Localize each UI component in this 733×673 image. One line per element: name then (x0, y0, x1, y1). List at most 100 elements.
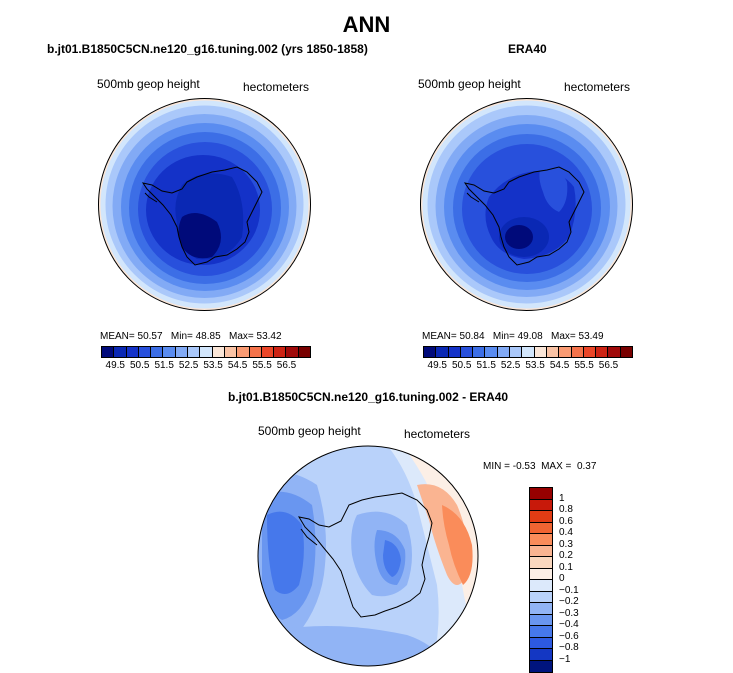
diff-polar-map (257, 445, 479, 667)
colorbar-swatch (485, 347, 498, 357)
antarctica-coastline (297, 492, 433, 618)
colorbar-tick-label: 55.5 (574, 360, 594, 371)
colorbar-tick-label: 53.5 (203, 360, 223, 371)
main-title: ANN (342, 12, 391, 37)
colorbar-swatch (620, 347, 633, 357)
diff-units-label: hectometers (404, 427, 471, 441)
colorbar-swatch (448, 347, 461, 357)
colorbar-tick-label: −0.4 (559, 619, 579, 630)
colorbar-tick-label: 50.5 (129, 360, 150, 371)
antarctica-coastline (141, 166, 263, 266)
colorbar-swatch (530, 649, 552, 661)
right-stats: MEAN= 50.84 Min= 49.08 Max= 53.49 (422, 331, 604, 342)
map-border (98, 98, 311, 311)
colorbar-swatch (583, 347, 597, 357)
colorbar-swatch (460, 347, 474, 357)
colorbar-swatch (274, 347, 287, 357)
right-field-label: 500mb geop height (418, 77, 521, 91)
colorbar-swatch (436, 347, 449, 357)
colorbar-swatch (237, 347, 250, 357)
diff-field-label: 500mb geop height (258, 424, 361, 438)
colorbar-swatch (596, 347, 609, 357)
antarctica-coastline (463, 166, 585, 266)
colorbar-tick-label: 0.1 (559, 561, 573, 573)
map-border (420, 98, 633, 311)
colorbar-swatch (530, 568, 552, 580)
colorbar-tick-label: −0.8 (559, 642, 579, 653)
colorbar-tick-label: 54.5 (227, 360, 248, 371)
colorbar-swatch (530, 603, 552, 615)
colorbar-swatch (530, 580, 552, 592)
colorbar-swatch (114, 347, 127, 357)
colorbar-swatch (530, 626, 552, 638)
colorbar-swatch (510, 347, 523, 357)
colorbar-tick-label: −1 (559, 653, 571, 665)
left-field-label: 500mb geop height (97, 77, 200, 91)
colorbar-swatch (188, 347, 201, 357)
colorbar-tick-label: 54.5 (549, 360, 570, 371)
contour-band (539, 166, 568, 212)
colorbar-swatch (212, 347, 225, 357)
contour-band (505, 225, 533, 249)
colorbar-swatch (473, 347, 486, 357)
colorbar-swatch (530, 499, 552, 511)
colorbar-swatch (534, 347, 547, 357)
colorbar-tick-label: 0 (559, 573, 565, 584)
colorbar-tick-label: 53.5 (525, 360, 545, 371)
colorbar-tick-label: 51.5 (154, 360, 174, 371)
colorbar-swatch (286, 347, 299, 357)
colorbar-swatch (571, 347, 584, 357)
colorbar-swatch (530, 488, 552, 500)
contour-band (267, 511, 304, 594)
colorbar-tick-label: −0.3 (559, 607, 579, 619)
colorbar-tick-label: 1 (559, 492, 565, 504)
colorbar-tick-label: 0.3 (559, 538, 573, 550)
peninsula-coastline (300, 528, 318, 546)
left-stats: MEAN= 50.57 Min= 48.85 Max= 53.42 (100, 331, 282, 342)
colorbar-swatch (530, 557, 552, 569)
colorbar-swatch (530, 534, 552, 546)
colorbar-swatch (530, 545, 552, 557)
colorbar-swatch (530, 591, 552, 603)
colorbar-tick-label: 52.5 (178, 360, 199, 371)
colorbar-tick-label: 51.5 (476, 360, 496, 371)
contour-band (383, 540, 401, 577)
diff-panel-title: b.jt01.B1850C5CN.ne120_g16.tuning.002 - … (228, 390, 509, 404)
contour-band (178, 213, 221, 259)
colorbar-tick-label: 0.8 (559, 504, 573, 515)
colorbar-swatch (151, 347, 164, 357)
diff-stats: MIN = -0.53 MAX = 0.37 (483, 461, 597, 472)
colorbar-swatch (522, 347, 535, 357)
left-units-label: hectometers (243, 80, 310, 94)
colorbar-tick-label: 52.5 (500, 360, 521, 371)
map-border (257, 445, 479, 667)
colorbar-tick-label: −0.6 (559, 630, 579, 642)
colorbar-swatch (559, 347, 572, 357)
colorbar-swatch (424, 347, 437, 357)
colorbar-swatch (530, 614, 552, 626)
colorbar-tick-label: 50.5 (451, 360, 472, 371)
colorbar-tick-label: 56.5 (598, 360, 619, 371)
colorbar-swatch (546, 347, 560, 357)
colorbar-swatch (224, 347, 238, 357)
colorbar-tick-label: 0.4 (559, 527, 573, 538)
left-panel-title: b.jt01.B1850C5CN.ne120_g16.tuning.002 (y… (47, 42, 368, 56)
diff-colorbar-ticks: 1 0.8 0.6 0.4 0.3 0.2 0.1 0 −0.1 −0.2 −0.3 −0.4 −0.6… (559, 487, 599, 667)
colorbar-tick-label: 49.5 (105, 360, 125, 371)
colorbar-tick-label: −0.1 (559, 584, 579, 596)
colorbar-swatch (497, 347, 511, 357)
colorbar-swatch (530, 522, 552, 534)
peninsula-coastline (466, 192, 480, 203)
colorbar-swatch (261, 347, 275, 357)
colorbar-swatch (298, 347, 311, 357)
colorbar-swatch (200, 347, 213, 357)
colorbar-swatch (163, 347, 176, 357)
colorbar-swatch (138, 347, 152, 357)
colorbar-swatch (530, 637, 552, 649)
colorbar-tick-label: 55.5 (252, 360, 272, 371)
colorbar-tick-label: 56.5 (276, 360, 297, 371)
colorbar-swatch (530, 660, 552, 672)
right-colorbar (423, 346, 633, 358)
right-polar-map (420, 98, 633, 311)
colorbar-swatch (249, 347, 262, 357)
